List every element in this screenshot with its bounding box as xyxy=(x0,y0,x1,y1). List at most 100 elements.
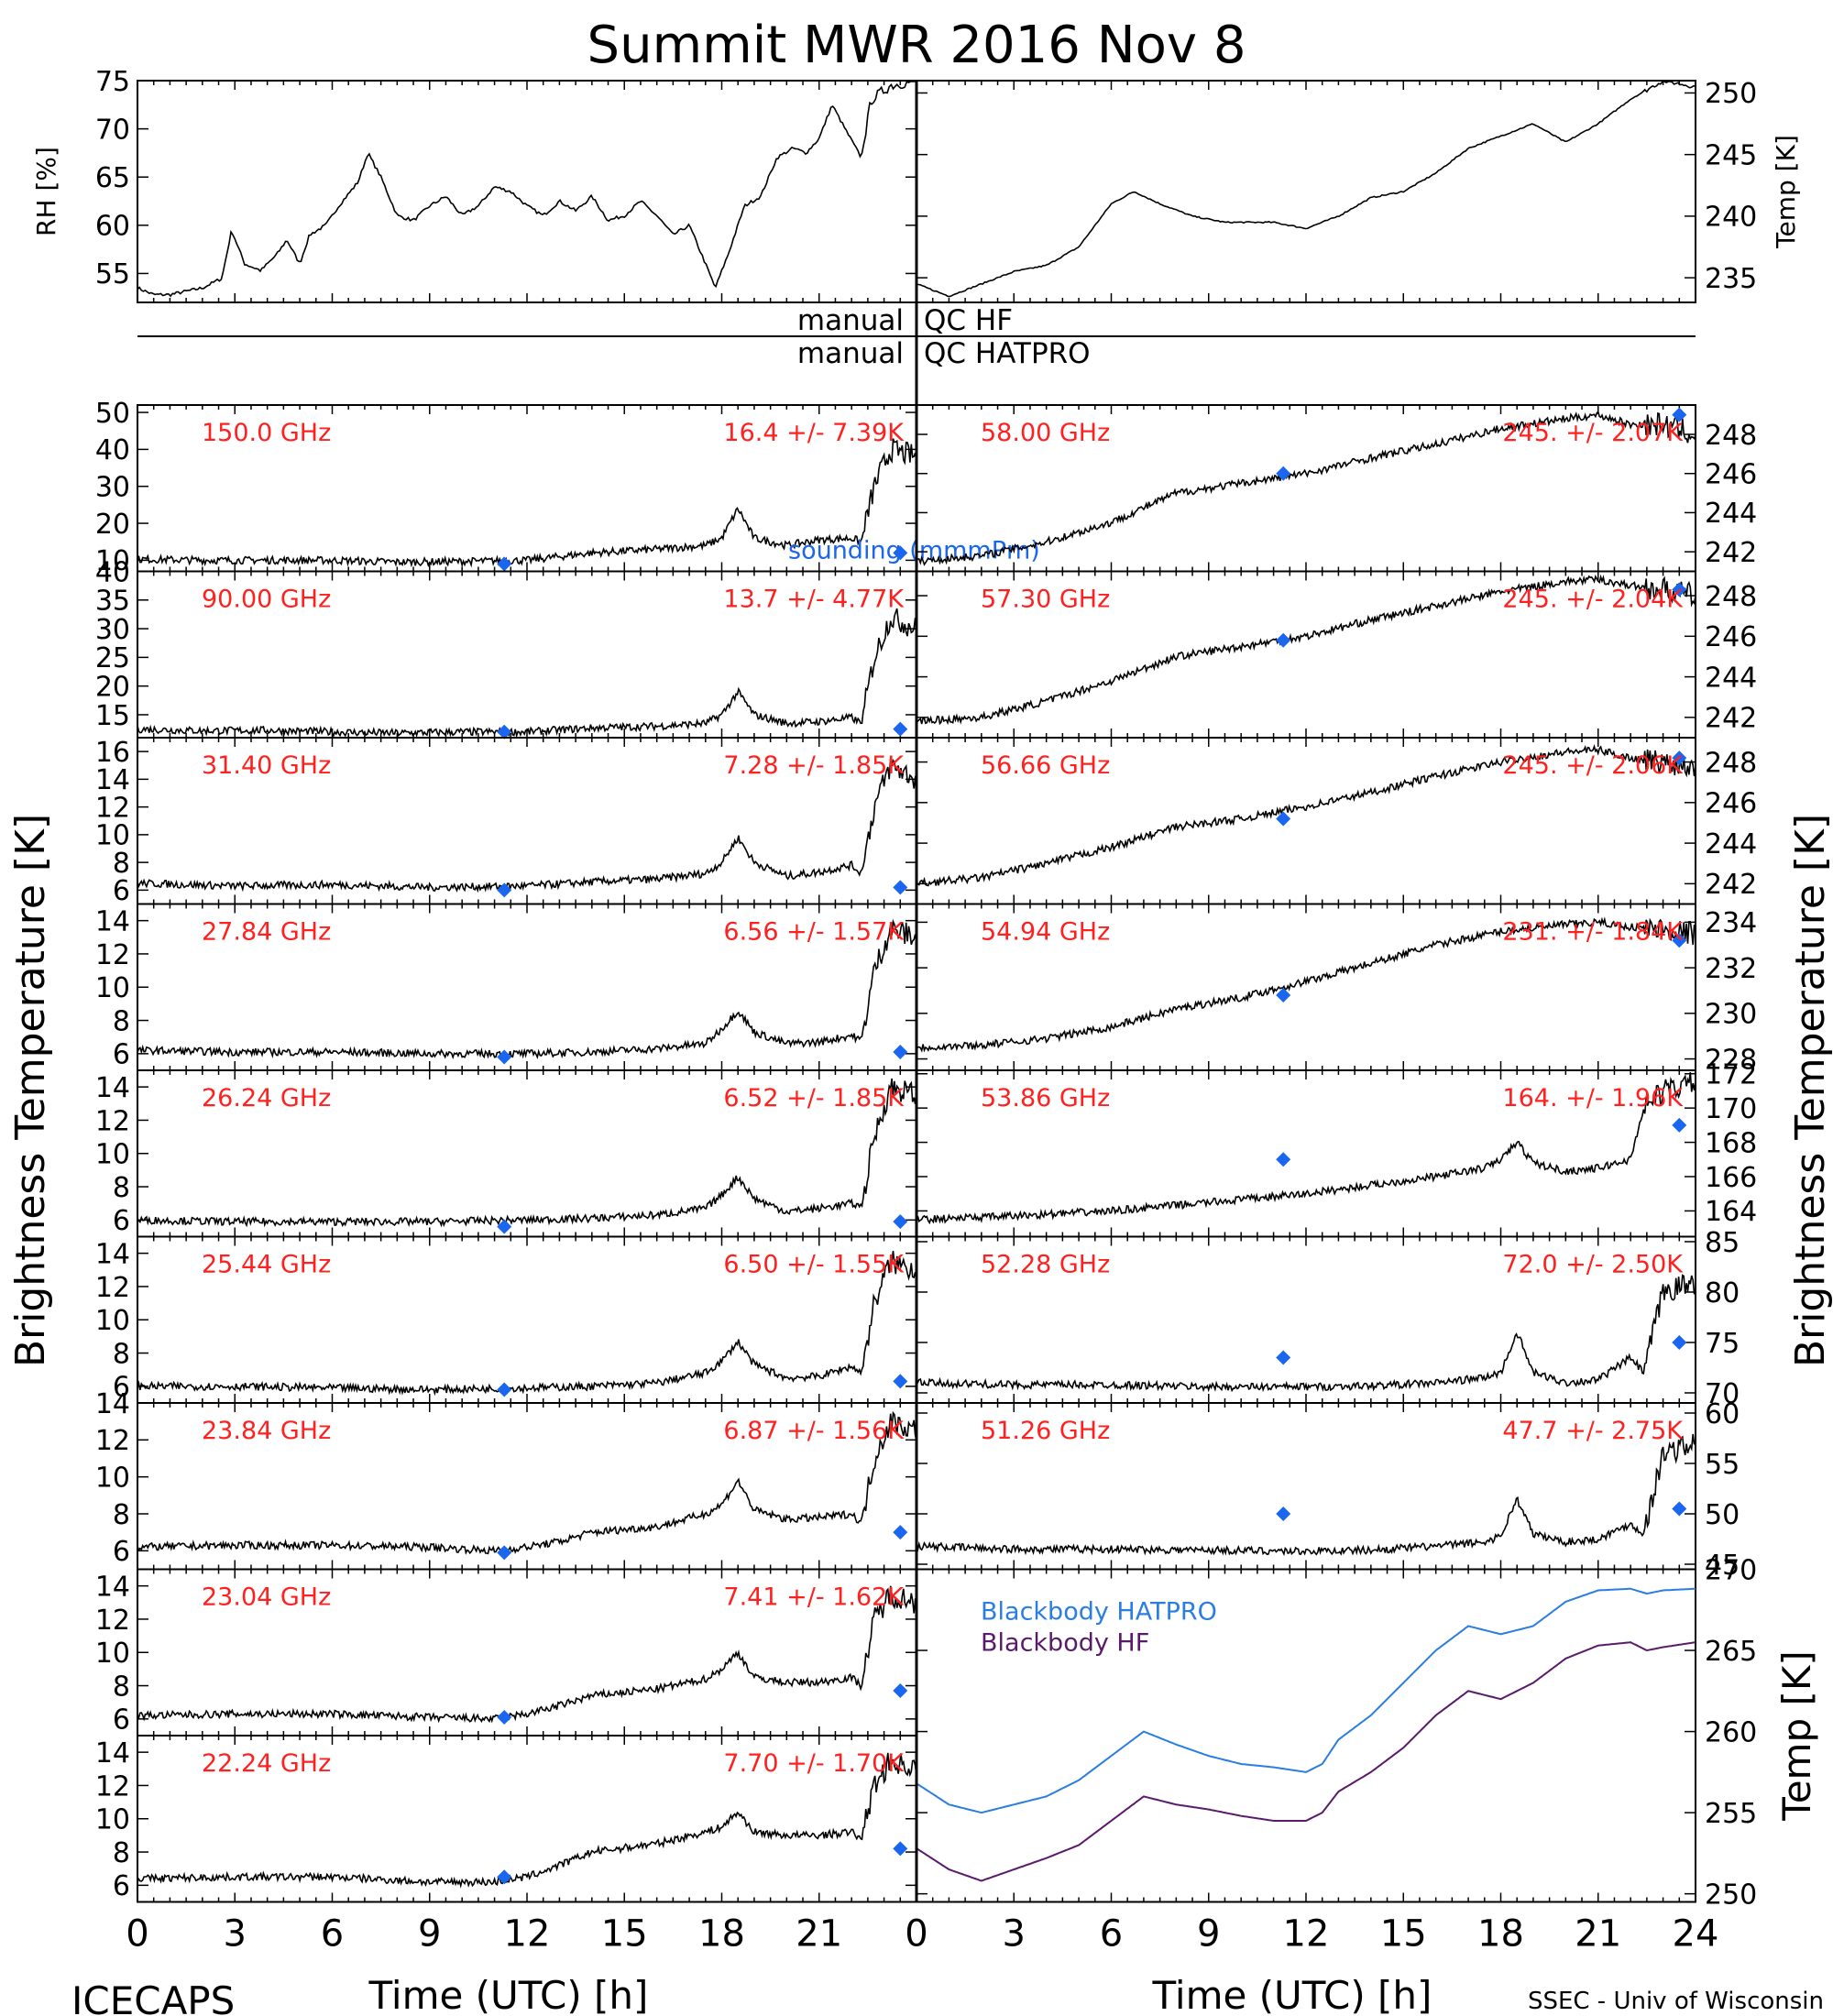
y-tick-label: 25 xyxy=(95,642,130,674)
freq-label-tb_2224: 22.24 GHz xyxy=(202,1749,331,1778)
y-tick-label: 232 xyxy=(1705,953,1757,985)
y-tick-label: 14 xyxy=(95,1571,130,1603)
sounding-marker xyxy=(1672,1501,1687,1517)
y-tick-label: 164 xyxy=(1705,1196,1757,1228)
y-tick-label: 6 xyxy=(113,1205,130,1237)
y-tick-label: 14 xyxy=(95,1737,130,1769)
trace-tb_31 xyxy=(137,758,917,893)
y-tick-label: 12 xyxy=(95,1425,130,1457)
right-axis-title: Brightness Temperature [K] xyxy=(1787,814,1833,1367)
x-tick-label-right: 18 xyxy=(1477,1913,1524,1956)
y-tick-label: 30 xyxy=(95,472,130,504)
x-tick-label-right: 6 xyxy=(1100,1913,1123,1956)
y-tick-label: 6 xyxy=(113,1536,130,1568)
sounding-marker xyxy=(893,1841,908,1857)
y-tick-label: 10 xyxy=(95,1804,130,1836)
y-tick-label: 60 xyxy=(1705,1398,1740,1430)
rh-axis-label: RH [%] xyxy=(31,147,61,236)
y-tick-label: 12 xyxy=(95,1105,130,1137)
y-tick-label: 16 xyxy=(95,737,130,769)
y-tick-label: 6 xyxy=(113,875,130,907)
freq-label-tb_2784: 27.84 GHz xyxy=(202,918,331,947)
y-tick-label: 250 xyxy=(1705,1879,1757,1911)
x-tick-label-right: 12 xyxy=(1283,1913,1330,1956)
y-tick-label: 172 xyxy=(1705,1059,1757,1091)
y-tick-label: 35 xyxy=(95,586,130,618)
y-tick-label: 166 xyxy=(1705,1162,1757,1194)
y-tick-label: 12 xyxy=(95,939,130,971)
stat-label-tb_2384: 6.87 +/- 1.56K xyxy=(723,1417,905,1445)
x-tick-label-left: 18 xyxy=(698,1913,745,1956)
trace-tb_2784 xyxy=(137,918,917,1060)
x-tick-label-left: 21 xyxy=(796,1913,842,1956)
x-tick-label-right: 15 xyxy=(1380,1913,1427,1956)
y-tick-label: 248 xyxy=(1705,581,1757,613)
freq-label-tb_5126: 51.26 GHz xyxy=(981,1417,1110,1445)
y-tick-label: 8 xyxy=(113,848,130,880)
y-tick-label: 234 xyxy=(1705,907,1757,939)
y-tick-label: 10 xyxy=(95,1462,130,1494)
sounding-marker xyxy=(497,556,512,572)
freq-label-tb_5730: 57.30 GHz xyxy=(981,586,1110,614)
y-tick-label: 246 xyxy=(1705,621,1757,653)
y-tick-label: 248 xyxy=(1705,420,1757,452)
sounding-marker xyxy=(1672,407,1687,422)
sounding-marker xyxy=(1672,582,1687,597)
y-tick-label: 270 xyxy=(1705,1554,1757,1586)
x-tick-label-right: 21 xyxy=(1575,1913,1621,1956)
x-tick-label-right: 24 xyxy=(1673,1913,1719,1956)
y-tick-label: 10 xyxy=(95,1139,130,1171)
freq-label-tb_31: 31.40 GHz xyxy=(202,751,331,780)
y-tick-label: 244 xyxy=(1705,828,1757,860)
y-tick-label: 20 xyxy=(95,509,130,541)
y-tick-label: 14 xyxy=(95,764,130,796)
y-tick-label: 10 xyxy=(95,1305,130,1337)
temp-series-line xyxy=(916,81,1696,298)
y-tick-label: 14 xyxy=(95,905,130,937)
sounding-marker xyxy=(1276,466,1291,481)
x-label-right: Time (UTC) [h] xyxy=(1152,1973,1432,2016)
trace-tb_2544 xyxy=(137,1251,917,1397)
freq-label-tb_5666: 56.66 GHz xyxy=(981,751,1110,780)
y-tick-label: 8 xyxy=(113,1837,130,1869)
bb-hatpro-line xyxy=(916,1587,1696,1814)
y-tick-label: 228 xyxy=(1705,1044,1757,1076)
y-tick-label: 6 xyxy=(113,1704,130,1737)
sounding-marker xyxy=(893,1525,908,1540)
y-tick-label: 40 xyxy=(95,434,130,466)
stat-label-tb_5386: 164. +/- 1.96K xyxy=(1502,1084,1684,1112)
y-tick-label: 265 xyxy=(1705,1636,1757,1668)
y-tick-label: 45 xyxy=(1705,1550,1740,1582)
temp-panel-frame xyxy=(916,80,1696,303)
sounding-marker xyxy=(893,1214,908,1230)
stat-label-tb_2304: 7.41 +/- 1.62K xyxy=(723,1583,905,1612)
footer-credit: SSEC - Univ of Wisconsin xyxy=(1528,1988,1824,2015)
trace-tb_5666 xyxy=(916,743,1696,887)
qc-label-hatpro-manual: manual xyxy=(797,337,904,370)
trace-tb_2304 xyxy=(137,1585,917,1724)
trace-tb_5126 xyxy=(916,1433,1696,1557)
y-tick-label: 242 xyxy=(1705,869,1757,901)
sounding-marker xyxy=(497,1382,512,1397)
y-tick-label: 10 xyxy=(95,545,130,577)
sounding-marker xyxy=(893,545,908,561)
y-tick-label: 8 xyxy=(113,1338,130,1370)
x-tick-label-right: 0 xyxy=(905,1913,927,1956)
y-tick-label: 255 xyxy=(1705,1798,1757,1830)
y-tick-label: 14 xyxy=(95,1072,130,1104)
sounding-marker xyxy=(497,724,512,740)
stat-label-tb_5730: 245. +/- 2.04K xyxy=(1502,586,1684,614)
trace-tb_2384 xyxy=(137,1410,917,1555)
y-tick-label: 6 xyxy=(113,1870,130,1902)
y-tick-label: 10 xyxy=(95,820,130,852)
y-tick-label: 70 xyxy=(1705,1378,1740,1410)
stat-label-tb_2784: 6.56 +/- 1.57K xyxy=(723,918,905,947)
y-tick-label: 80 xyxy=(1705,1277,1740,1309)
sounding-marker xyxy=(893,1682,908,1698)
sounding-marker xyxy=(497,882,512,898)
trace-tb_5228 xyxy=(916,1274,1696,1393)
qc-label-hf-manual: manual xyxy=(797,304,904,337)
x-tick-label-right: 3 xyxy=(1003,1913,1026,1956)
freq-label-tb_90: 90.00 GHz xyxy=(202,586,331,614)
